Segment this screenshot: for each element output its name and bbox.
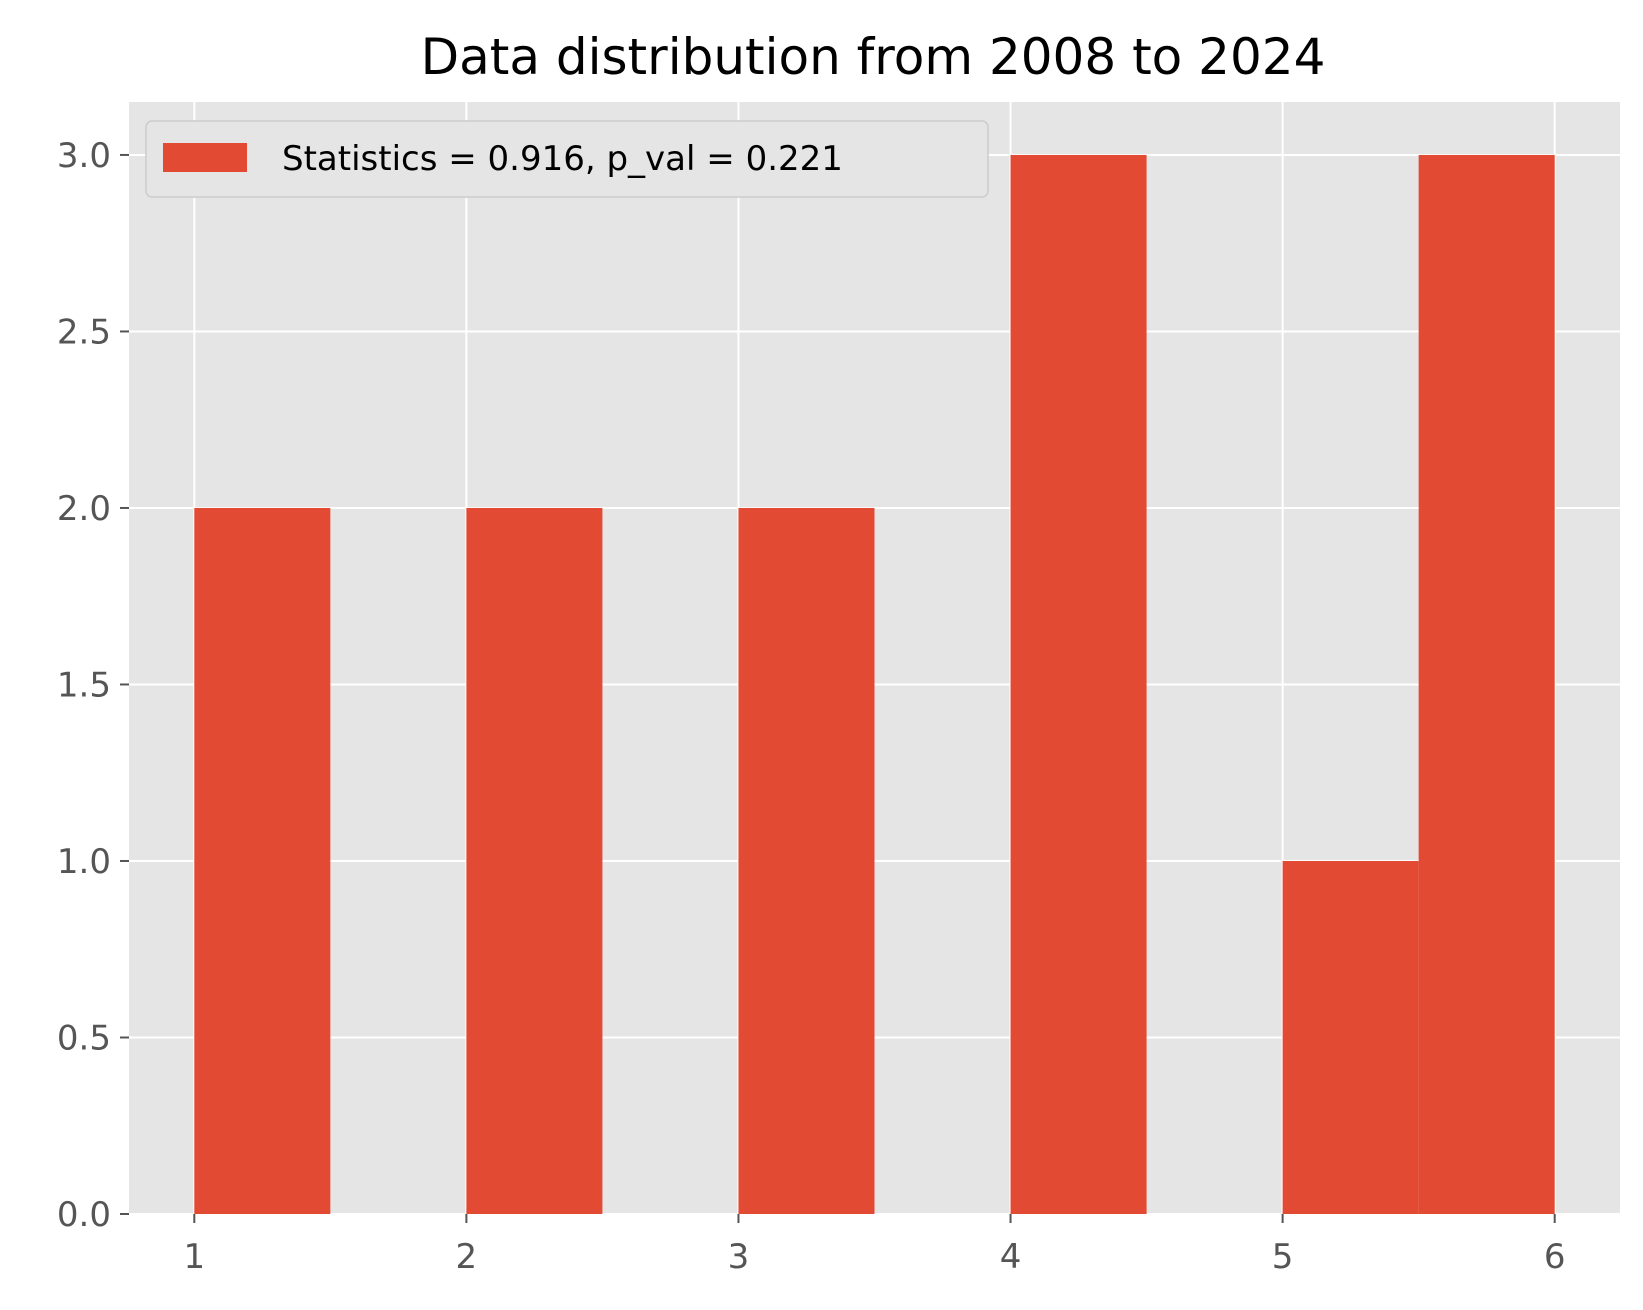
- histogram-bar-9: [1282, 860, 1419, 1214]
- y-tick-label: 2.0: [57, 489, 111, 529]
- y-tick-label: 0.5: [57, 1018, 111, 1058]
- histogram-bar-5: [738, 507, 875, 1214]
- histogram-bar-3: [466, 507, 603, 1214]
- x-tick-label: 3: [728, 1237, 750, 1277]
- histogram-bar-10: [1418, 154, 1555, 1214]
- x-tick-label: 1: [183, 1237, 205, 1277]
- chart-title: Data distribution from 2008 to 2024: [421, 28, 1326, 86]
- histogram-bar-7: [1010, 154, 1147, 1214]
- legend: Statistics = 0.916, p_val = 0.221: [145, 120, 989, 198]
- histogram-bar-1: [194, 507, 331, 1214]
- bars: [194, 154, 1555, 1214]
- y-tick-label: 1.0: [57, 842, 111, 882]
- legend-swatch: [163, 143, 247, 172]
- x-tick-label: 2: [456, 1237, 478, 1277]
- y-axis: 0.0 0.5 1.0 1.5 2.0 2.5 3.0: [57, 136, 129, 1235]
- x-axis: 1 2 3 4 5 6: [183, 1214, 1566, 1277]
- y-tick-label: 1.5: [57, 665, 111, 705]
- y-tick-label: 2.5: [57, 312, 111, 352]
- y-tick-label: 3.0: [57, 136, 111, 176]
- legend-box: [145, 120, 989, 198]
- legend-label: Statistics = 0.916, p_val = 0.221: [282, 139, 843, 179]
- x-tick-label: 4: [1000, 1237, 1022, 1277]
- x-tick-label: 6: [1544, 1237, 1566, 1277]
- y-tick-label: 0.0: [57, 1195, 111, 1235]
- x-tick-label: 5: [1272, 1237, 1294, 1277]
